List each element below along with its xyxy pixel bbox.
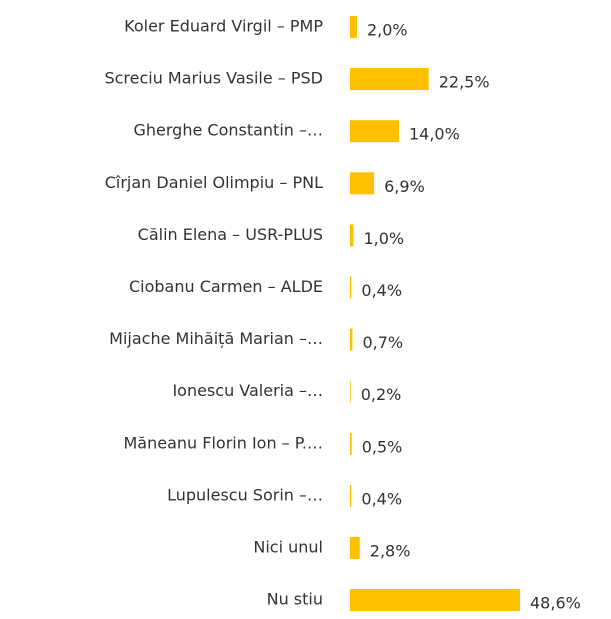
bar xyxy=(350,537,360,559)
value-label: 0,2% xyxy=(361,385,402,404)
bar xyxy=(350,380,351,403)
value-label: 0,5% xyxy=(362,437,403,456)
category-label: Ionescu Valeria –… xyxy=(172,381,323,400)
value-label: 2,8% xyxy=(370,542,411,561)
value-label: 48,6% xyxy=(530,594,581,613)
bar xyxy=(350,120,399,143)
bar xyxy=(350,172,375,195)
bar xyxy=(350,276,352,299)
value-label: 2,0% xyxy=(367,21,408,40)
category-label: Nu stiu xyxy=(267,590,323,609)
value-label: 0,4% xyxy=(361,489,402,508)
category-label: Cîrjan Daniel Olimpiu – PNL xyxy=(105,173,323,192)
category-label: Gherghe Constantin –… xyxy=(133,121,323,140)
category-label: Lupulescu Sorin –… xyxy=(167,485,323,504)
category-label: Ciobanu Carmen – ALDE xyxy=(129,277,323,296)
category-label: Măneanu Florin Ion – P.… xyxy=(123,433,323,452)
category-label: Screciu Marius Vasile – PSD xyxy=(104,69,323,88)
value-label: 6,9% xyxy=(384,177,425,196)
category-label: Mijache Mihăiță Marian –… xyxy=(109,329,323,348)
bar xyxy=(350,589,520,612)
bar xyxy=(350,16,357,38)
value-label: 1,0% xyxy=(363,229,404,248)
category-label: Nici unul xyxy=(253,538,323,557)
value-label: 0,7% xyxy=(362,333,403,352)
value-label: 0,4% xyxy=(361,281,402,300)
bar xyxy=(350,432,352,455)
bar xyxy=(350,328,353,351)
bar xyxy=(350,68,429,91)
bar xyxy=(350,224,354,247)
value-label: 22,5% xyxy=(439,73,490,92)
category-label: Koler Eduard Virgil – PMP xyxy=(124,17,323,36)
value-label: 14,0% xyxy=(409,125,460,144)
category-label: Călin Elena – USR-PLUS xyxy=(138,225,323,244)
bar xyxy=(350,484,352,507)
